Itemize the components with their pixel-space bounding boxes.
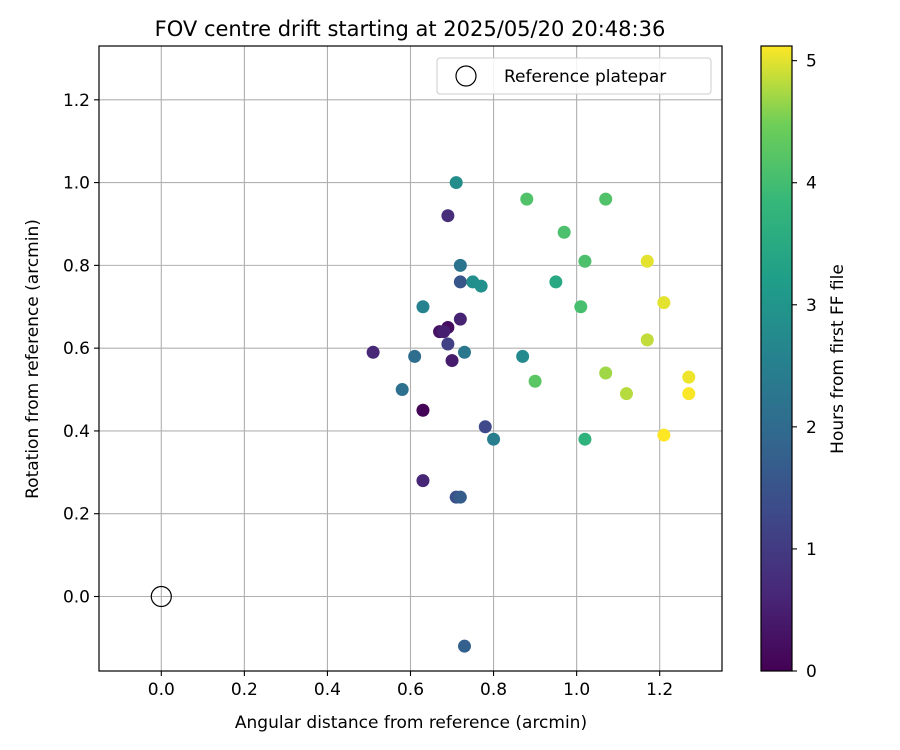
reference-marker xyxy=(150,585,172,608)
scatter-point xyxy=(487,432,501,446)
legend: Reference platepar xyxy=(436,57,712,95)
scatter-point xyxy=(395,383,409,397)
scatter-point xyxy=(657,296,671,310)
y-tick-label: 0.4 xyxy=(63,422,90,442)
x-tick-label: 0.2 xyxy=(231,680,258,700)
y-axis-label: Rotation from reference (arcmin) xyxy=(23,219,43,499)
y-axis-ticks: 0.0 0.2 0.4 0.6 0.8 1.0 1.2 xyxy=(63,91,99,607)
scatter-point xyxy=(457,639,471,653)
y-tick-label: 0.2 xyxy=(63,505,90,525)
scatter-point xyxy=(640,333,654,347)
y-tick-label: 1.2 xyxy=(63,91,90,111)
scatter-point xyxy=(416,300,430,314)
scatter-point xyxy=(640,254,654,268)
scatter-point xyxy=(457,345,471,359)
scatter-point xyxy=(578,432,592,446)
scatter-point xyxy=(619,387,633,401)
scatter-point xyxy=(453,490,467,504)
scatter-point xyxy=(416,474,430,488)
scatter-point xyxy=(578,254,592,268)
scatter-point xyxy=(657,428,671,442)
scatter-point xyxy=(437,325,451,339)
scatter-point xyxy=(445,354,459,368)
scatter-point xyxy=(599,366,613,380)
x-tick-label: 0.0 xyxy=(148,680,175,700)
scatter-point xyxy=(574,300,588,314)
colorbar-tick-label: 1 xyxy=(806,540,817,560)
colorbar-tick-label: 2 xyxy=(806,418,817,438)
scatter-point xyxy=(474,279,488,293)
scatter-point xyxy=(520,192,534,206)
x-tick-label: 1.2 xyxy=(646,680,673,700)
legend-box xyxy=(436,57,712,95)
colorbar: 0 1 2 3 4 5 Hours from first FF file xyxy=(760,45,848,682)
x-tick-label: 0.8 xyxy=(480,680,507,700)
scatter-point xyxy=(453,312,467,326)
reference-platepar-point xyxy=(150,585,172,608)
scatter-point xyxy=(549,275,563,289)
legend-label: Reference platepar xyxy=(504,67,666,87)
colorbar-tick-label: 4 xyxy=(806,174,817,194)
colorbar-label: Hours from first FF file xyxy=(828,264,848,454)
data-points xyxy=(366,176,696,653)
y-tick-label: 0.0 xyxy=(63,587,90,607)
x-tick-label: 0.6 xyxy=(397,680,424,700)
colorbar-tick-label: 3 xyxy=(806,296,817,316)
scatter-point xyxy=(441,209,455,223)
scatter-point xyxy=(557,225,571,239)
chart-title: FOV centre drift starting at 2025/05/20 … xyxy=(155,17,666,41)
colorbar-frame xyxy=(760,45,793,672)
scatter-point xyxy=(682,370,696,384)
x-axis-label: Angular distance from reference (arcmin) xyxy=(235,713,587,733)
x-tick-label: 0.4 xyxy=(314,680,341,700)
y-tick-label: 0.8 xyxy=(63,256,90,276)
y-tick-label: 0.6 xyxy=(63,339,90,359)
y-tick-label: 1.0 xyxy=(63,174,90,194)
scatter-point xyxy=(366,345,380,359)
scatter-point xyxy=(441,337,455,351)
grid xyxy=(99,46,722,671)
scatter-point xyxy=(478,420,492,434)
legend-open-circle-icon xyxy=(455,65,477,87)
scatter-point xyxy=(408,349,422,363)
colorbar-tick-label: 0 xyxy=(806,662,817,682)
colorbar-ticks: 0 1 2 3 4 5 xyxy=(792,52,817,682)
scatter-point xyxy=(682,387,696,401)
scatter-point xyxy=(516,349,530,363)
x-tick-label: 1.0 xyxy=(563,680,590,700)
scatter-point xyxy=(416,403,430,417)
scatter-point xyxy=(453,258,467,272)
colorbar-tick-label: 5 xyxy=(806,52,817,72)
colorbar-gradient xyxy=(761,46,792,671)
x-axis-ticks: 0.0 0.2 0.4 0.6 0.8 1.0 1.2 xyxy=(148,671,673,700)
scatter-point xyxy=(453,275,467,289)
scatter-point xyxy=(528,374,542,388)
scatter-point xyxy=(599,192,613,206)
scatter-point xyxy=(449,176,463,190)
